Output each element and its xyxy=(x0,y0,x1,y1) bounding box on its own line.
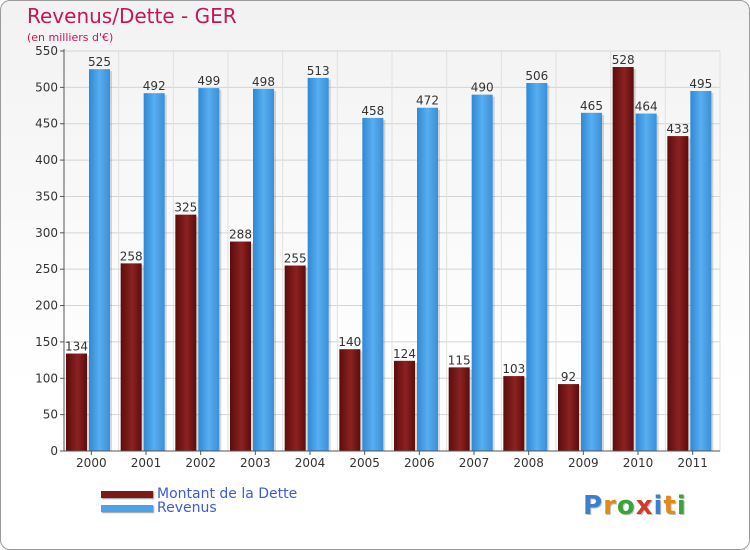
data-label-revenus-2005: 458 xyxy=(361,104,384,118)
data-label-debt-2008: 103 xyxy=(502,362,525,376)
logo-letter: o xyxy=(616,491,636,521)
logo-letter: i xyxy=(653,491,664,521)
bar-debt-2000 xyxy=(66,353,87,451)
bar-debt-2011 xyxy=(667,136,689,451)
data-label-revenus-2003: 498 xyxy=(252,75,275,89)
x-tick-label-2008: 2008 xyxy=(513,456,544,470)
data-label-debt-2009: 92 xyxy=(561,370,576,384)
data-label-debt-2004: 255 xyxy=(284,252,307,266)
x-tick-label-2004: 2004 xyxy=(295,456,326,470)
y-tick-label: 100 xyxy=(35,371,58,385)
bar-revenus-2010 xyxy=(635,113,657,451)
data-label-revenus-2006: 472 xyxy=(416,94,439,108)
bar-debt-2008 xyxy=(503,376,525,451)
bar-debt-2004 xyxy=(284,265,306,451)
x-tick-label-2006: 2006 xyxy=(404,456,435,470)
y-tick-label: 250 xyxy=(35,262,58,276)
bar-revenus-2008 xyxy=(526,83,548,451)
y-tick-label: 450 xyxy=(35,117,58,131)
y-tick-label: 500 xyxy=(35,80,58,94)
legend-label-debt: Montant de la Dette xyxy=(157,486,298,502)
legend-swatch-debt xyxy=(101,491,153,498)
y-tick-label: 150 xyxy=(35,335,58,349)
data-label-revenus-2010: 464 xyxy=(635,100,658,114)
logo-letter: t xyxy=(663,491,677,521)
chart-subtitle: (en milliers d'€) xyxy=(27,31,114,44)
data-label-revenus-2009: 465 xyxy=(580,99,603,113)
bar-revenus-2001 xyxy=(143,93,165,451)
data-label-revenus-2007: 490 xyxy=(471,81,494,95)
logo-letter: r xyxy=(603,491,617,521)
y-tick-label: 550 xyxy=(35,44,58,58)
bar-revenus-2011 xyxy=(690,91,712,451)
bar-revenus-2004 xyxy=(307,77,329,451)
x-tick-label-2002: 2002 xyxy=(185,456,216,470)
y-tick-label: 350 xyxy=(35,189,58,203)
bar-revenus-2007 xyxy=(471,94,493,452)
x-tick-label-2005: 2005 xyxy=(349,456,380,470)
bar-debt-2003 xyxy=(230,241,251,451)
bar-debt-2005 xyxy=(339,349,361,451)
bar-debt-2009 xyxy=(558,384,579,451)
data-label-debt-2003: 288 xyxy=(229,228,252,242)
legend-swatch-revenus xyxy=(101,505,153,512)
data-label-debt-2000: 134 xyxy=(65,340,88,354)
x-tick-label-2009: 2009 xyxy=(568,456,599,470)
bar-debt-2001 xyxy=(120,263,142,451)
data-label-revenus-2011: 495 xyxy=(689,77,712,91)
data-label-debt-2011: 433 xyxy=(666,122,689,136)
bar-revenus-2002 xyxy=(198,88,220,451)
y-tick-label: 0 xyxy=(50,444,58,458)
logo-letter: P xyxy=(583,491,604,521)
data-label-debt-2001: 258 xyxy=(120,249,143,263)
data-label-debt-2002: 325 xyxy=(174,201,197,215)
x-tick-label-2007: 2007 xyxy=(459,456,490,470)
bar-debt-2007 xyxy=(448,367,470,451)
y-tick-label: 50 xyxy=(43,408,58,422)
bar-revenus-2006 xyxy=(417,107,438,452)
bar-revenus-2005 xyxy=(362,117,384,451)
logo-letter: i xyxy=(676,491,687,521)
data-label-debt-2010: 528 xyxy=(612,53,635,67)
bar-revenus-2009 xyxy=(581,112,602,452)
logo-letter: x xyxy=(635,491,654,521)
legend-label-revenus: Revenus xyxy=(157,500,217,516)
x-tick-label-2000: 2000 xyxy=(76,456,107,470)
data-label-debt-2007: 115 xyxy=(448,353,471,367)
y-tick-label: 400 xyxy=(35,153,58,167)
x-tick-label-2011: 2011 xyxy=(677,456,708,470)
bar-debt-2010 xyxy=(612,67,634,451)
x-tick-label-2003: 2003 xyxy=(240,456,271,470)
y-tick-label: 200 xyxy=(35,299,58,313)
x-tick-label-2010: 2010 xyxy=(623,456,654,470)
data-label-debt-2005: 140 xyxy=(338,335,361,349)
bar-debt-2002 xyxy=(175,214,197,451)
bar-revenus-2003 xyxy=(253,88,274,452)
bar-revenus-2000 xyxy=(89,69,110,451)
data-label-revenus-2002: 499 xyxy=(197,74,220,88)
chart-title: Revenus/Dette - GER xyxy=(27,4,237,28)
data-label-revenus-2000: 525 xyxy=(88,55,111,69)
data-label-revenus-2001: 492 xyxy=(143,79,166,93)
x-tick-label-2001: 2001 xyxy=(131,456,162,470)
proxiti-logo: Proxiti xyxy=(583,491,687,521)
data-label-debt-2006: 124 xyxy=(393,347,416,361)
bar-debt-2006 xyxy=(394,360,415,451)
data-label-revenus-2008: 506 xyxy=(525,69,548,83)
y-tick-label: 300 xyxy=(35,226,58,240)
data-label-revenus-2004: 513 xyxy=(307,64,330,78)
